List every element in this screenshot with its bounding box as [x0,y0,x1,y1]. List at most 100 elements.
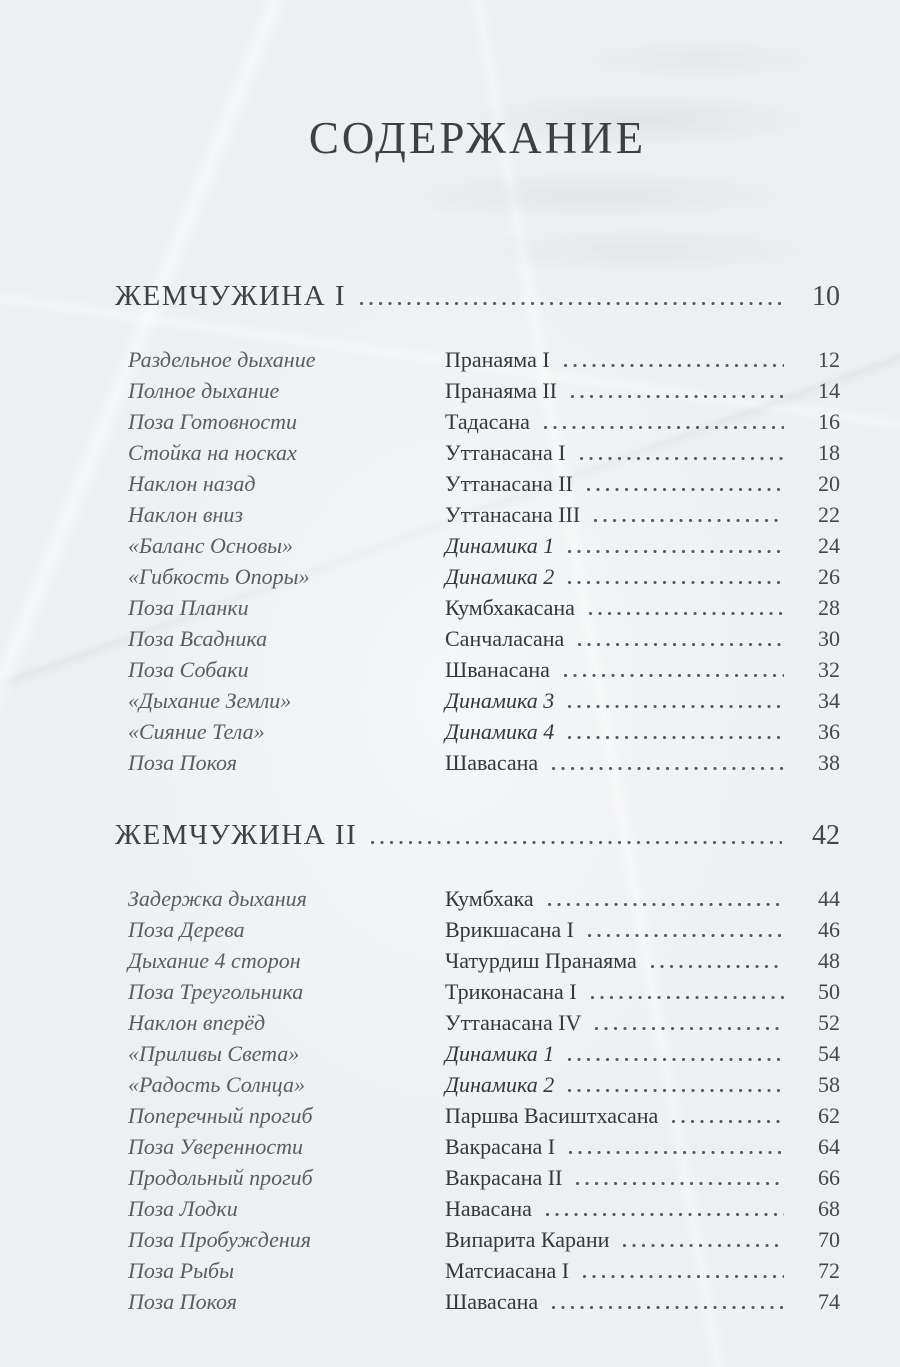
entry-label: Поза Покоя [128,750,237,775]
dotted-leader [554,685,794,716]
entry-pose: Шавасана [445,1289,539,1314]
entry-pose: Випарита Карани [445,1227,610,1252]
dotted-leader [573,468,794,499]
entry-pose: Матсиасана I [445,1258,570,1283]
dotted-leader [538,747,794,778]
dotted-leader [575,592,794,623]
section-entries: Задержка дыхания Кумбхака 44 Поза Дерева… [128,883,840,1317]
entry-label: Задержка дыхания [128,886,307,911]
entry-page: 12 [818,347,840,372]
entry-label: Поза Готовности [128,409,298,434]
entry-page: 30 [818,626,840,651]
entry-page: 68 [818,1196,840,1221]
section-heading: ЖЕМЧУЖИНА II 42 [115,818,840,853]
entry-page: 16 [818,409,840,434]
toc-entry-row: Поза Покоя Шавасана 74 [128,1286,840,1317]
entry-pose: Динамика 2 [445,1072,555,1097]
dotted-leader [577,976,794,1007]
entry-label: Поза Собаки [128,657,249,682]
toc-entry-row: Поза Треугольника Триконасана I 50 [128,976,840,1007]
toc-entry-row: Поза Уверенности Вакрасана I 64 [128,1131,840,1162]
entry-label: Поза Пробуждения [128,1227,312,1252]
entry-pose: Уттанасана II [445,471,573,496]
dotted-leader [658,1100,794,1131]
dotted-leader [581,1007,794,1038]
toc-entry-row: Наклон вниз Уттанасана III 22 [128,499,840,530]
toc-entry-row: Продольный прогиб Вакрасана II 66 [128,1162,840,1193]
dotted-leader [554,530,794,561]
entry-label: Раздельное дыхание [128,347,316,372]
entry-label: «Радость Солнца» [128,1072,305,1097]
entry-pose: Кумбхакасана [445,595,575,620]
entry-label: Поперечный прогиб [128,1103,313,1128]
entry-page: 44 [818,886,840,911]
entry-pose: Уттанасана III [445,502,581,527]
toc-entry-row: Поза Покоя Шавасана 38 [128,747,840,778]
entry-label: Наклон вперёд [128,1010,266,1035]
dotted-leader [550,654,794,685]
toc-section: ЖЕМЧУЖИНА I 10 Раздельное дыхание Праная… [115,279,840,778]
entry-page: 22 [818,502,840,527]
entry-page: 50 [818,979,840,1004]
toc-entry-row: Наклон назад Уттанасана II 20 [128,468,840,499]
entry-pose: Вакрасана II [445,1165,563,1190]
entry-label: «Сияние Тела» [128,719,265,744]
entry-label: «Приливы Света» [128,1041,300,1066]
dotted-leader [554,1069,794,1100]
dotted-leader [554,716,794,747]
dotted-leader [609,1224,794,1255]
toc-content: СОДЕРЖАНИЕ ЖЕМЧУЖИНА I 10 Раздельное дых… [115,0,840,1317]
entry-pose: Шавасана [445,750,539,775]
entry-label: Дыхание 4 сторон [128,948,301,973]
dotted-leader [346,279,792,314]
entry-pose: Навасана [445,1196,532,1221]
entry-pose: Динамика 1 [445,1041,555,1066]
section-heading-label: ЖЕМЧУЖИНА II [115,819,358,851]
entry-label: Поза Планки [128,595,249,620]
toc-entry-row: «Баланс Основы» Динамика 1 24 [128,530,840,561]
toc-entry-row: «Гибкость Опоры» Динамика 2 26 [128,561,840,592]
section-heading: ЖЕМЧУЖИНА I 10 [115,279,840,314]
entry-pose: Уттанасана I [445,440,566,465]
toc-entry-row: Стойка на носках Уттанасана I 18 [128,437,840,468]
toc-entry-row: «Приливы Света» Динамика 1 54 [128,1038,840,1069]
entry-label: Поза Рыбы [128,1258,234,1283]
entry-page: 70 [818,1227,840,1252]
entry-pose: Динамика 1 [445,533,555,558]
section-entries: Раздельное дыхание Пранаяма I 12 Полное … [128,344,840,778]
entry-label: Наклон назад [128,471,256,496]
entry-page: 24 [818,533,840,558]
entry-pose: Кумбхака [445,886,534,911]
toc-entry-row: Раздельное дыхание Пранаяма I 12 [128,344,840,375]
entry-pose: Триконасана I [445,979,577,1004]
entry-pose: Врикшасана I [445,917,575,942]
entry-pose: Паршва Васиштхасана [445,1103,659,1128]
entry-page: 38 [818,750,840,775]
entry-pose: Динамика 2 [445,564,555,589]
entry-label: Поза Покоя [128,1289,237,1314]
toc-entry-row: «Сияние Тела» Динамика 4 36 [128,716,840,747]
toc-entry-row: Поза Всадника Санчаласана 30 [128,623,840,654]
toc-entry-row: Полное дыхание Пранаяма II 14 [128,375,840,406]
entry-pose: Уттанасана IV [445,1010,582,1035]
section-heading-label: ЖЕМЧУЖИНА I [115,280,347,312]
entry-label: Поза Треугольника [128,979,304,1004]
section-heading-page: 10 [812,281,840,312]
dotted-leader [550,344,794,375]
entry-page: 72 [818,1258,840,1283]
entry-label: «Дыхание Земли» [128,688,292,713]
entry-page: 48 [818,948,840,973]
dotted-leader [534,883,794,914]
entry-page: 20 [818,471,840,496]
dotted-leader [564,623,794,654]
toc-entry-row: Наклон вперёд Уттанасана IV 52 [128,1007,840,1038]
entry-page: 34 [818,688,840,713]
entry-page: 28 [818,595,840,620]
dotted-leader [557,375,794,406]
entry-pose: Пранаяма II [445,378,557,403]
entry-label: Полное дыхание [128,378,280,403]
toc-entry-row: «Дыхание Земли» Динамика 3 34 [128,685,840,716]
entry-pose: Динамика 3 [445,688,555,713]
dotted-leader [532,1193,794,1224]
dotted-leader [538,1286,794,1317]
